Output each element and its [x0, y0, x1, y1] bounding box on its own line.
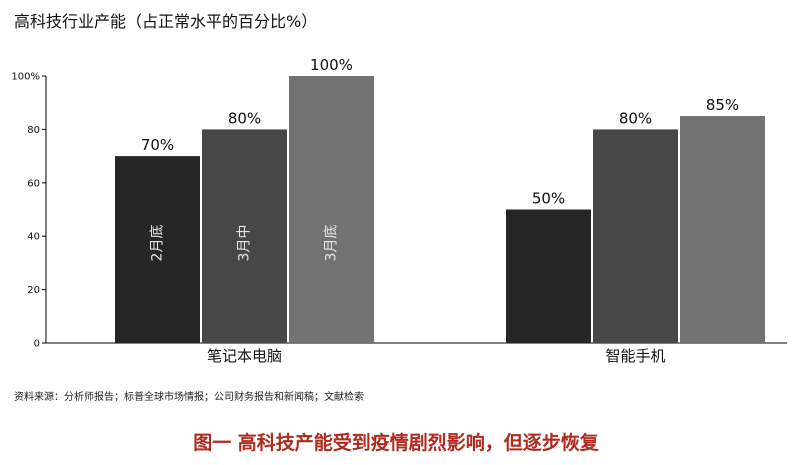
bar	[289, 76, 374, 343]
in-bar-label: 3月底	[324, 225, 340, 262]
category-label: 笔记本电脑	[207, 347, 282, 365]
y-tick-label: 0	[34, 339, 40, 350]
y-tick-label: 20	[27, 285, 40, 296]
data-label: 100%	[310, 56, 353, 74]
bar	[506, 209, 591, 343]
y-tick-label: 80	[27, 125, 40, 136]
category-label: 智能手机	[605, 347, 665, 365]
in-bar-label: 3月中	[237, 225, 253, 262]
source-note: 资料来源：分析师报告；标普全球市场情报；公司财务报告和新闻稿；文献检索	[14, 390, 364, 403]
y-tick-label: 40	[27, 232, 40, 243]
bar	[202, 129, 287, 343]
bar	[680, 116, 765, 343]
y-tick-label: 60	[27, 178, 40, 189]
figure-caption: 图一 高科技产能受到疫情剧烈影响，但逐步恢复	[193, 431, 600, 454]
data-label: 50%	[532, 190, 565, 208]
data-label: 80%	[228, 109, 261, 127]
y-tick-label: 100%	[11, 72, 40, 83]
bar	[593, 129, 678, 343]
bar	[115, 156, 200, 343]
data-label: 70%	[141, 136, 174, 154]
bars	[115, 76, 765, 343]
in-bar-label: 2月底	[150, 225, 166, 262]
data-label: 80%	[619, 109, 652, 127]
chart-title: 高科技行业产能（占正常水平的百分比%）	[14, 12, 317, 31]
data-label: 85%	[706, 96, 739, 114]
